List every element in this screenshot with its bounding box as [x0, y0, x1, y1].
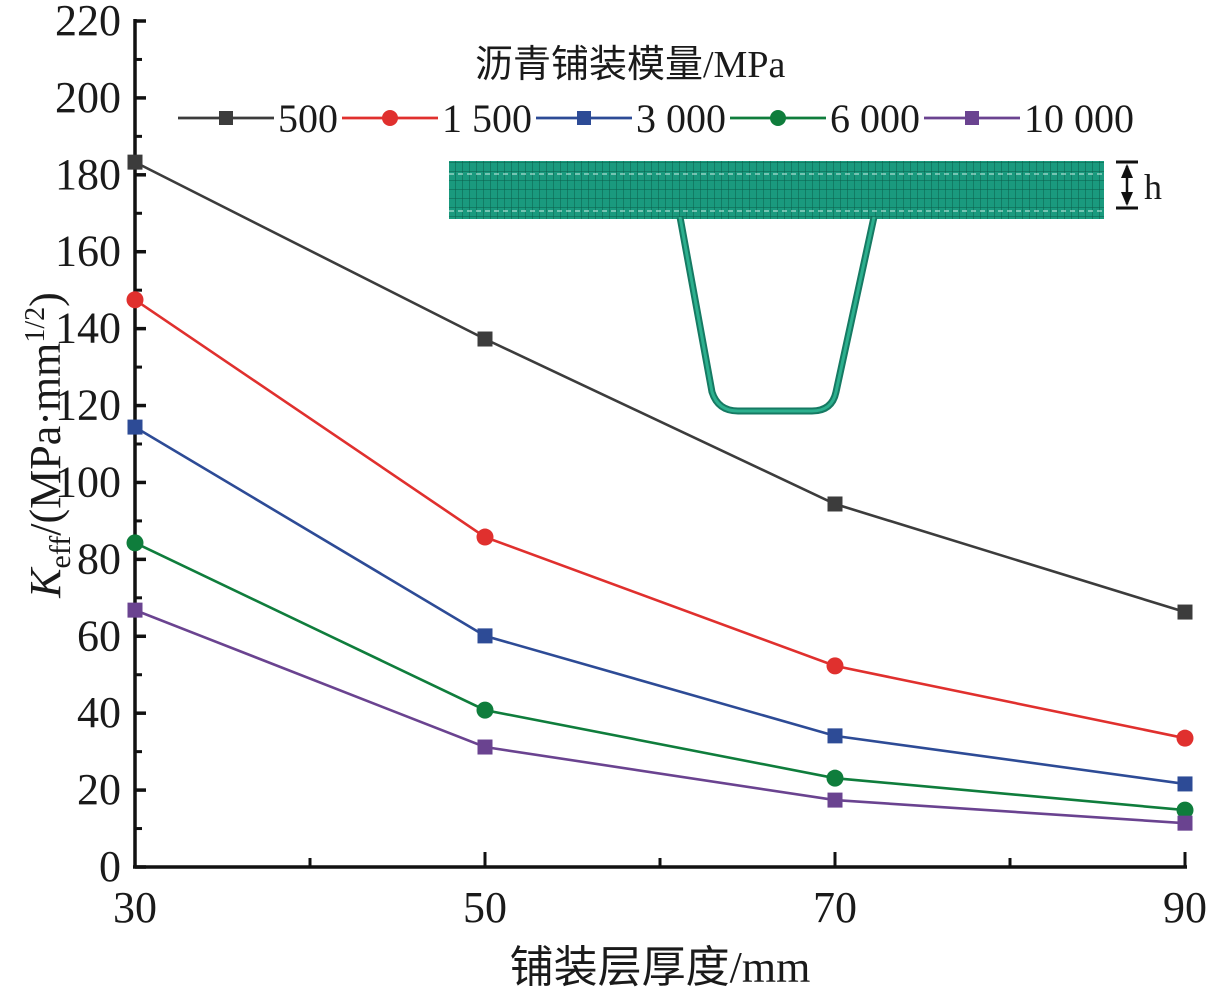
y-tick-label: 220: [55, 0, 121, 45]
y-axis-title-k: K: [21, 566, 70, 599]
data-point-marker: [127, 419, 143, 435]
y-tick-label: 20: [77, 765, 121, 814]
data-point-marker: [477, 331, 493, 347]
data-point-marker: [826, 769, 844, 787]
y-axis-title-sub: eff: [44, 536, 77, 569]
legend-marker-square-icon: [965, 111, 979, 125]
series-line: [134, 160, 1186, 614]
data-point-marker: [1177, 815, 1193, 831]
x-tick-label: 50: [463, 883, 507, 932]
y-axis-title-close: ): [21, 292, 70, 307]
x-ticks: 30 50 70 90: [113, 852, 1207, 932]
dimension-arrow-down-icon: [1121, 192, 1133, 206]
svg-text:Keff/(MPa·mm1/2): Keff/(MPa·mm1/2): [20, 292, 77, 599]
data-point-marker: [126, 291, 144, 309]
y-axis-title: Keff/(MPa·mm1/2): [20, 292, 77, 599]
y-tick-label: 60: [77, 611, 121, 660]
data-point-marker: [477, 739, 493, 755]
legend: 沥青铺装模量/MPa 500 1 500 3 000 6 000 10 000: [178, 44, 1134, 141]
dimension-arrow-up-icon: [1121, 164, 1133, 178]
legend-marker-circle-icon: [770, 110, 786, 126]
y-tick-label: 120: [55, 381, 121, 430]
legend-item-1500: 1 500: [342, 96, 532, 141]
y-tick-label: 140: [55, 304, 121, 353]
legend-item-10000: 10 000: [924, 96, 1134, 141]
y-tick-label: 40: [77, 688, 121, 737]
data-point-marker: [127, 602, 143, 618]
data-point-marker: [827, 792, 843, 808]
data-point-marker: [127, 154, 143, 170]
data-point-marker: [1176, 801, 1194, 819]
u-rib-highlight: [678, 216, 876, 413]
series-10000: [127, 602, 1193, 831]
y-axis-title-unit: /(MPa·mm: [21, 343, 70, 536]
data-point-marker: [827, 728, 843, 744]
data-point-marker: [476, 528, 494, 546]
series-line: [134, 298, 1186, 740]
data-point-marker: [1177, 604, 1193, 620]
legend-label: 10 000: [1024, 96, 1134, 141]
y-tick-label: 160: [55, 227, 121, 276]
data-point-marker: [126, 534, 144, 552]
legend-marker-square-icon: [577, 111, 591, 125]
inset-mesh-diagram: h: [449, 160, 1162, 415]
deck-plate-mesh: [449, 161, 1104, 219]
series-6000: [126, 534, 1194, 819]
legend-item-6000: 6 000: [730, 96, 920, 141]
data-point-marker: [826, 657, 844, 675]
x-tick-label: 90: [1163, 883, 1207, 932]
series-group: [126, 154, 1194, 831]
y-tick-label: 0: [99, 842, 121, 891]
y-ticks: 0 20 40 60 80 100 120 140 160 180 200 220: [55, 0, 146, 891]
data-point-marker: [827, 496, 843, 512]
legend-item-3000: 3 000: [536, 96, 726, 141]
axes: [133, 19, 1187, 869]
legend-label: 500: [278, 96, 338, 141]
series-3000: [127, 419, 1193, 792]
x-axis-title: 铺装层厚度/mm: [510, 943, 811, 992]
legend-label: 3 000: [636, 96, 726, 141]
data-point-marker: [1177, 776, 1193, 792]
y-tick-label: 100: [55, 457, 121, 506]
series-1500: [126, 291, 1194, 747]
legend-marker-square-icon: [219, 111, 233, 125]
dimension-label: h: [1144, 167, 1162, 207]
data-point-marker: [477, 628, 493, 644]
legend-label: 6 000: [830, 96, 920, 141]
y-tick-label: 200: [55, 73, 121, 122]
legend-item-500: 500: [178, 96, 338, 141]
legend-title: 沥青铺装模量/MPa: [475, 44, 785, 86]
series-line: [134, 608, 1186, 825]
y-axis-title-sup: 1/2: [20, 307, 51, 343]
legend-label: 1 500: [442, 96, 532, 141]
data-point-marker: [476, 701, 494, 719]
x-tick-label: 30: [113, 883, 157, 932]
series-500: [127, 154, 1193, 620]
x-tick-label: 70: [813, 883, 857, 932]
y-tick-label: 80: [77, 534, 121, 583]
y-tick-label: 180: [55, 150, 121, 199]
series-line: [134, 541, 1186, 812]
series-line: [134, 425, 1186, 786]
legend-marker-circle-icon: [382, 110, 398, 126]
data-point-marker: [1176, 729, 1194, 747]
